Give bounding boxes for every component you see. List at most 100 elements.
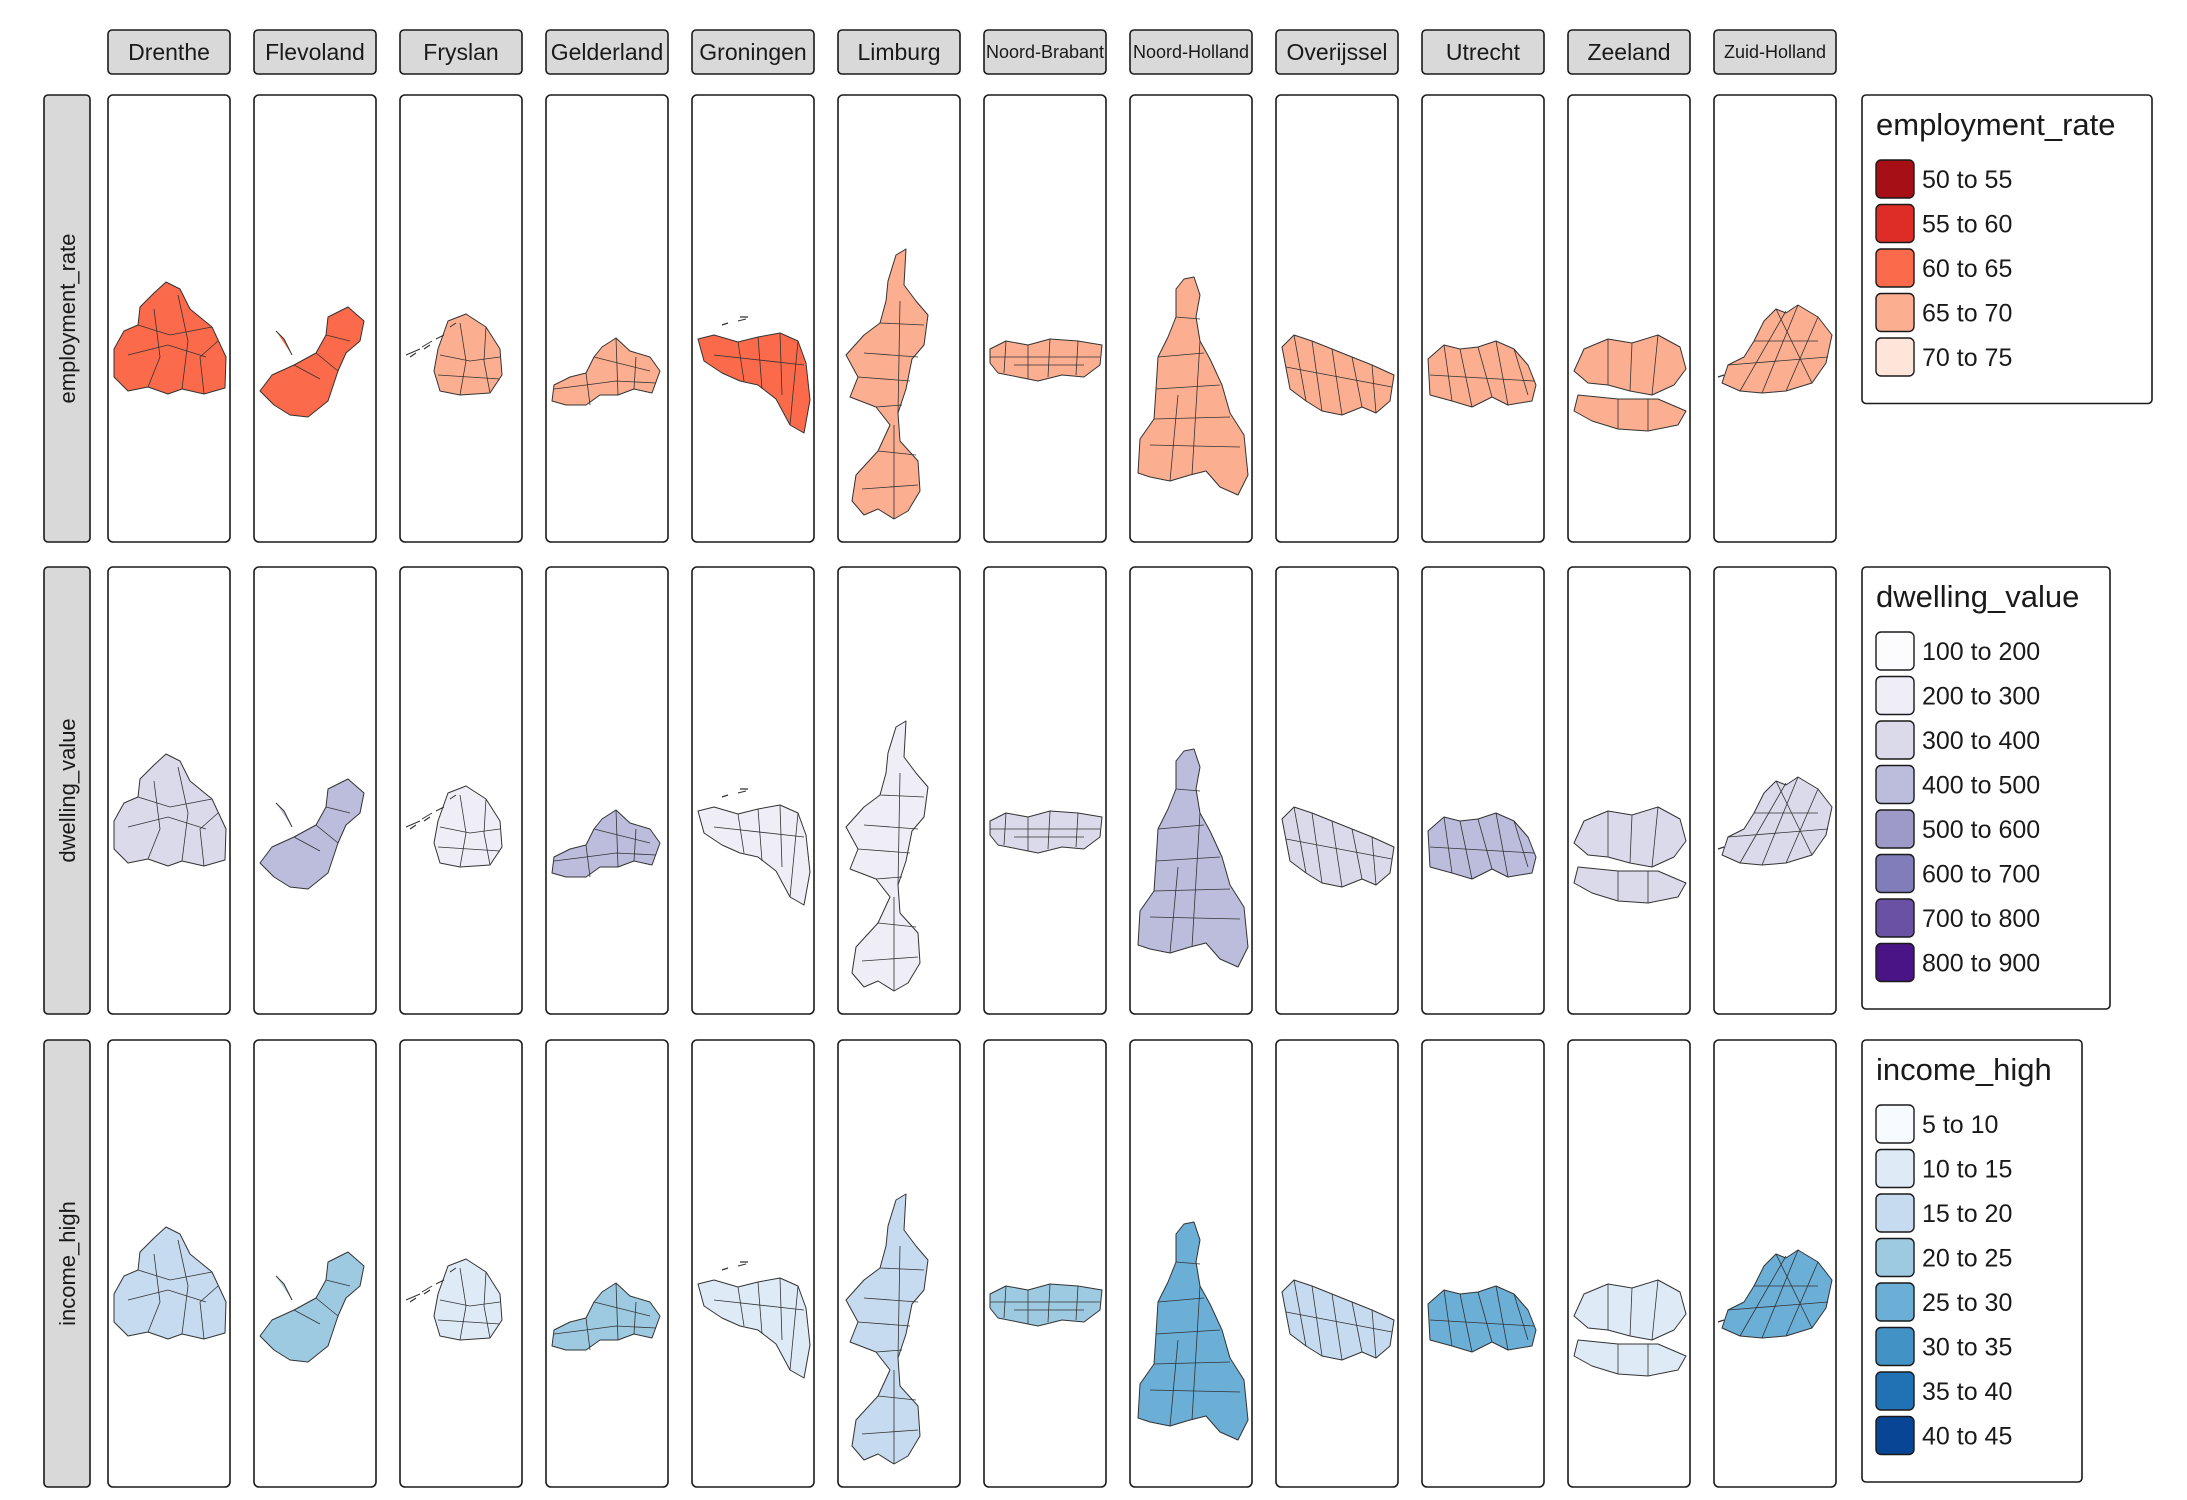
province-map-gelderland bbox=[551, 1282, 661, 1351]
legend-swatch bbox=[1875, 720, 1915, 760]
legend-swatch bbox=[1875, 853, 1915, 894]
municipality-boundary bbox=[875, 1349, 903, 1353]
municipality-boundary bbox=[1629, 1287, 1633, 1337]
column-header-noord-holland: Noord-Holland bbox=[1129, 29, 1253, 75]
municipality-boundary bbox=[1775, 780, 1813, 856]
legend-swatch bbox=[1875, 675, 1915, 716]
legend-label: 600 to 700 bbox=[1922, 861, 2040, 889]
legend-swatch bbox=[1875, 1193, 1915, 1233]
panel-income-high-drenthe bbox=[107, 1039, 231, 1488]
municipality-boundary bbox=[1651, 334, 1659, 396]
legend-swatch bbox=[1875, 898, 1915, 938]
legend-item: 300 to 400 bbox=[1875, 720, 2040, 760]
province-map-zeeland bbox=[1573, 334, 1687, 432]
municipality-boundary bbox=[1155, 856, 1221, 862]
province-shape bbox=[1721, 1249, 1833, 1339]
municipality-boundary bbox=[437, 1319, 501, 1325]
municipality-boundary bbox=[1629, 342, 1633, 392]
municipality-boundary bbox=[1047, 338, 1051, 378]
legends: employment_rate 50 to 55 55 to 60 60 to 65 6… bbox=[1861, 94, 2153, 1483]
municipality-boundary bbox=[459, 1267, 467, 1341]
column-header-label: Fryslan bbox=[423, 39, 498, 65]
municipality-boundary bbox=[293, 836, 321, 852]
municipality-boundary bbox=[459, 794, 467, 868]
province-map-noord-holland bbox=[1137, 748, 1249, 968]
panel-dwelling-value-groningen bbox=[691, 566, 815, 1015]
municipality-boundary bbox=[1169, 1339, 1179, 1427]
province-shape bbox=[1721, 776, 1833, 866]
municipality-boundary bbox=[1191, 812, 1201, 948]
column-header-label: Zeeland bbox=[1587, 39, 1670, 65]
legend-swatch bbox=[1875, 809, 1915, 849]
column-header-label: Drenthe bbox=[128, 39, 210, 65]
province-shape bbox=[845, 248, 929, 520]
province-shape bbox=[1427, 1285, 1537, 1353]
legend-dwelling-value: dwelling_value 100 to 200 200 to 300 300 to… bbox=[1861, 566, 2111, 1010]
municipality-boundary bbox=[1149, 1389, 1241, 1393]
municipality-boundary bbox=[1443, 344, 1453, 402]
municipality-boundary bbox=[1371, 1309, 1377, 1359]
municipality-boundary bbox=[137, 796, 213, 808]
legend-item: 20 to 25 bbox=[1875, 1237, 2012, 1278]
island-outline bbox=[409, 1289, 431, 1303]
province-map-limburg bbox=[845, 248, 929, 520]
municipality-boundary bbox=[713, 354, 805, 366]
municipality-boundary bbox=[1429, 374, 1535, 382]
column-header-label: Zuid-Holland bbox=[1724, 42, 1826, 62]
municipality-boundary bbox=[615, 1282, 619, 1341]
municipality-boundary bbox=[147, 1253, 161, 1333]
province-shape bbox=[1427, 812, 1537, 880]
municipality-boundary bbox=[897, 1245, 901, 1359]
province-shape bbox=[551, 337, 661, 406]
island-outline bbox=[1717, 374, 1725, 378]
municipality-boundary bbox=[1331, 348, 1343, 416]
panel-employment-rate-noord-holland bbox=[1129, 94, 1253, 543]
panel-income-high-noord-holland bbox=[1129, 1039, 1253, 1488]
province-map-flevoland bbox=[259, 778, 365, 890]
municipality-boundary bbox=[1351, 356, 1363, 408]
panel-income-high-overijssel bbox=[1275, 1039, 1399, 1488]
municipality-boundary bbox=[1175, 788, 1201, 792]
province-map-noord-brabant bbox=[989, 810, 1103, 854]
province-map-utrecht bbox=[1427, 340, 1537, 408]
legend-swatch bbox=[1875, 1104, 1915, 1144]
province-map-groningen bbox=[697, 788, 811, 906]
municipality-boundary bbox=[325, 1279, 351, 1287]
panel-dwelling-value-fryslan bbox=[399, 566, 523, 1015]
panel-income-high-zuid-holland bbox=[1713, 1039, 1837, 1488]
municipality-boundary bbox=[615, 337, 619, 396]
province-map-noord-holland bbox=[1137, 276, 1249, 496]
municipality-boundary bbox=[199, 1285, 219, 1340]
province-shape bbox=[259, 306, 365, 418]
column-header-zeeland: Zeeland bbox=[1567, 29, 1691, 75]
legend-swatch bbox=[1875, 1326, 1915, 1367]
province-shape bbox=[1281, 1279, 1395, 1361]
legend-swatch bbox=[1875, 1148, 1915, 1189]
legend-item: 55 to 60 bbox=[1875, 203, 2012, 244]
municipality-boundary bbox=[127, 344, 207, 358]
province-map-flevoland bbox=[259, 1251, 365, 1363]
province-map-drenthe bbox=[113, 281, 227, 395]
municipality-boundary bbox=[483, 798, 491, 866]
province-shape bbox=[1281, 334, 1395, 416]
municipality-boundary bbox=[757, 336, 763, 390]
legend-swatch bbox=[1875, 292, 1915, 333]
legend-label: 50 to 55 bbox=[1922, 166, 2012, 194]
municipality-boundary bbox=[1761, 1249, 1799, 1339]
legend-swatch bbox=[1875, 764, 1915, 805]
municipality-boundary bbox=[1075, 812, 1079, 848]
column-header-label: Limburg bbox=[857, 39, 940, 65]
panel-employment-rate-drenthe bbox=[107, 94, 231, 543]
municipality-boundary bbox=[483, 326, 491, 394]
column-header-label: Flevoland bbox=[265, 39, 365, 65]
panel-employment-rate-zeeland bbox=[1567, 94, 1691, 543]
province-map-flevoland bbox=[259, 306, 365, 418]
municipality-boundary bbox=[585, 1317, 591, 1351]
municipality-boundary bbox=[1459, 820, 1473, 880]
municipality-boundary bbox=[857, 1321, 911, 1327]
municipality-boundary bbox=[877, 922, 917, 928]
legend-swatch bbox=[1875, 1415, 1915, 1456]
municipality-boundary bbox=[877, 450, 917, 456]
column-header-label: Noord-Holland bbox=[1133, 42, 1249, 62]
panel-dwelling-value-overijssel bbox=[1275, 566, 1399, 1015]
